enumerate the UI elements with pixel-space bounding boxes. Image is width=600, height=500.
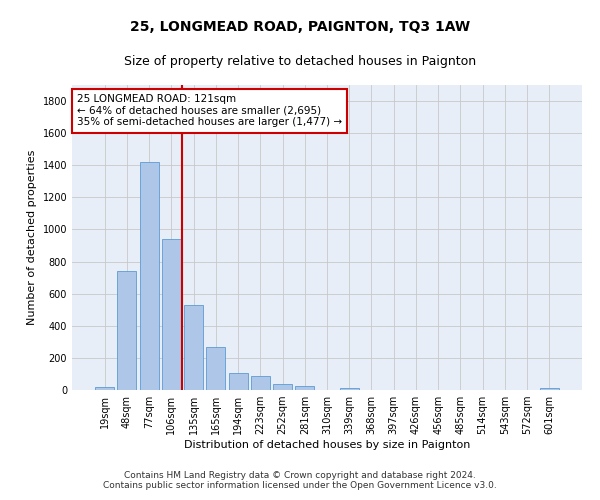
Text: 25 LONGMEAD ROAD: 121sqm
← 64% of detached houses are smaller (2,695)
35% of sem: 25 LONGMEAD ROAD: 121sqm ← 64% of detach… [77,94,342,128]
Bar [229,373,248,390]
Bar [295,386,314,390]
Bar [140,162,158,390]
Bar [118,271,136,390]
Bar [95,387,114,390]
Bar [206,348,225,390]
Bar [162,239,181,390]
Text: 25, LONGMEAD ROAD, PAIGNTON, TQ3 1AW: 25, LONGMEAD ROAD, PAIGNTON, TQ3 1AW [130,20,470,34]
Y-axis label: Number of detached properties: Number of detached properties [27,150,37,325]
Bar [251,376,270,390]
Text: Contains HM Land Registry data © Crown copyright and database right 2024.
Contai: Contains HM Land Registry data © Crown c… [103,470,497,490]
Text: Size of property relative to detached houses in Paignton: Size of property relative to detached ho… [124,55,476,68]
X-axis label: Distribution of detached houses by size in Paignton: Distribution of detached houses by size … [184,440,470,450]
Bar [273,384,292,390]
Bar [540,388,559,390]
Bar [340,388,359,390]
Bar [184,305,203,390]
